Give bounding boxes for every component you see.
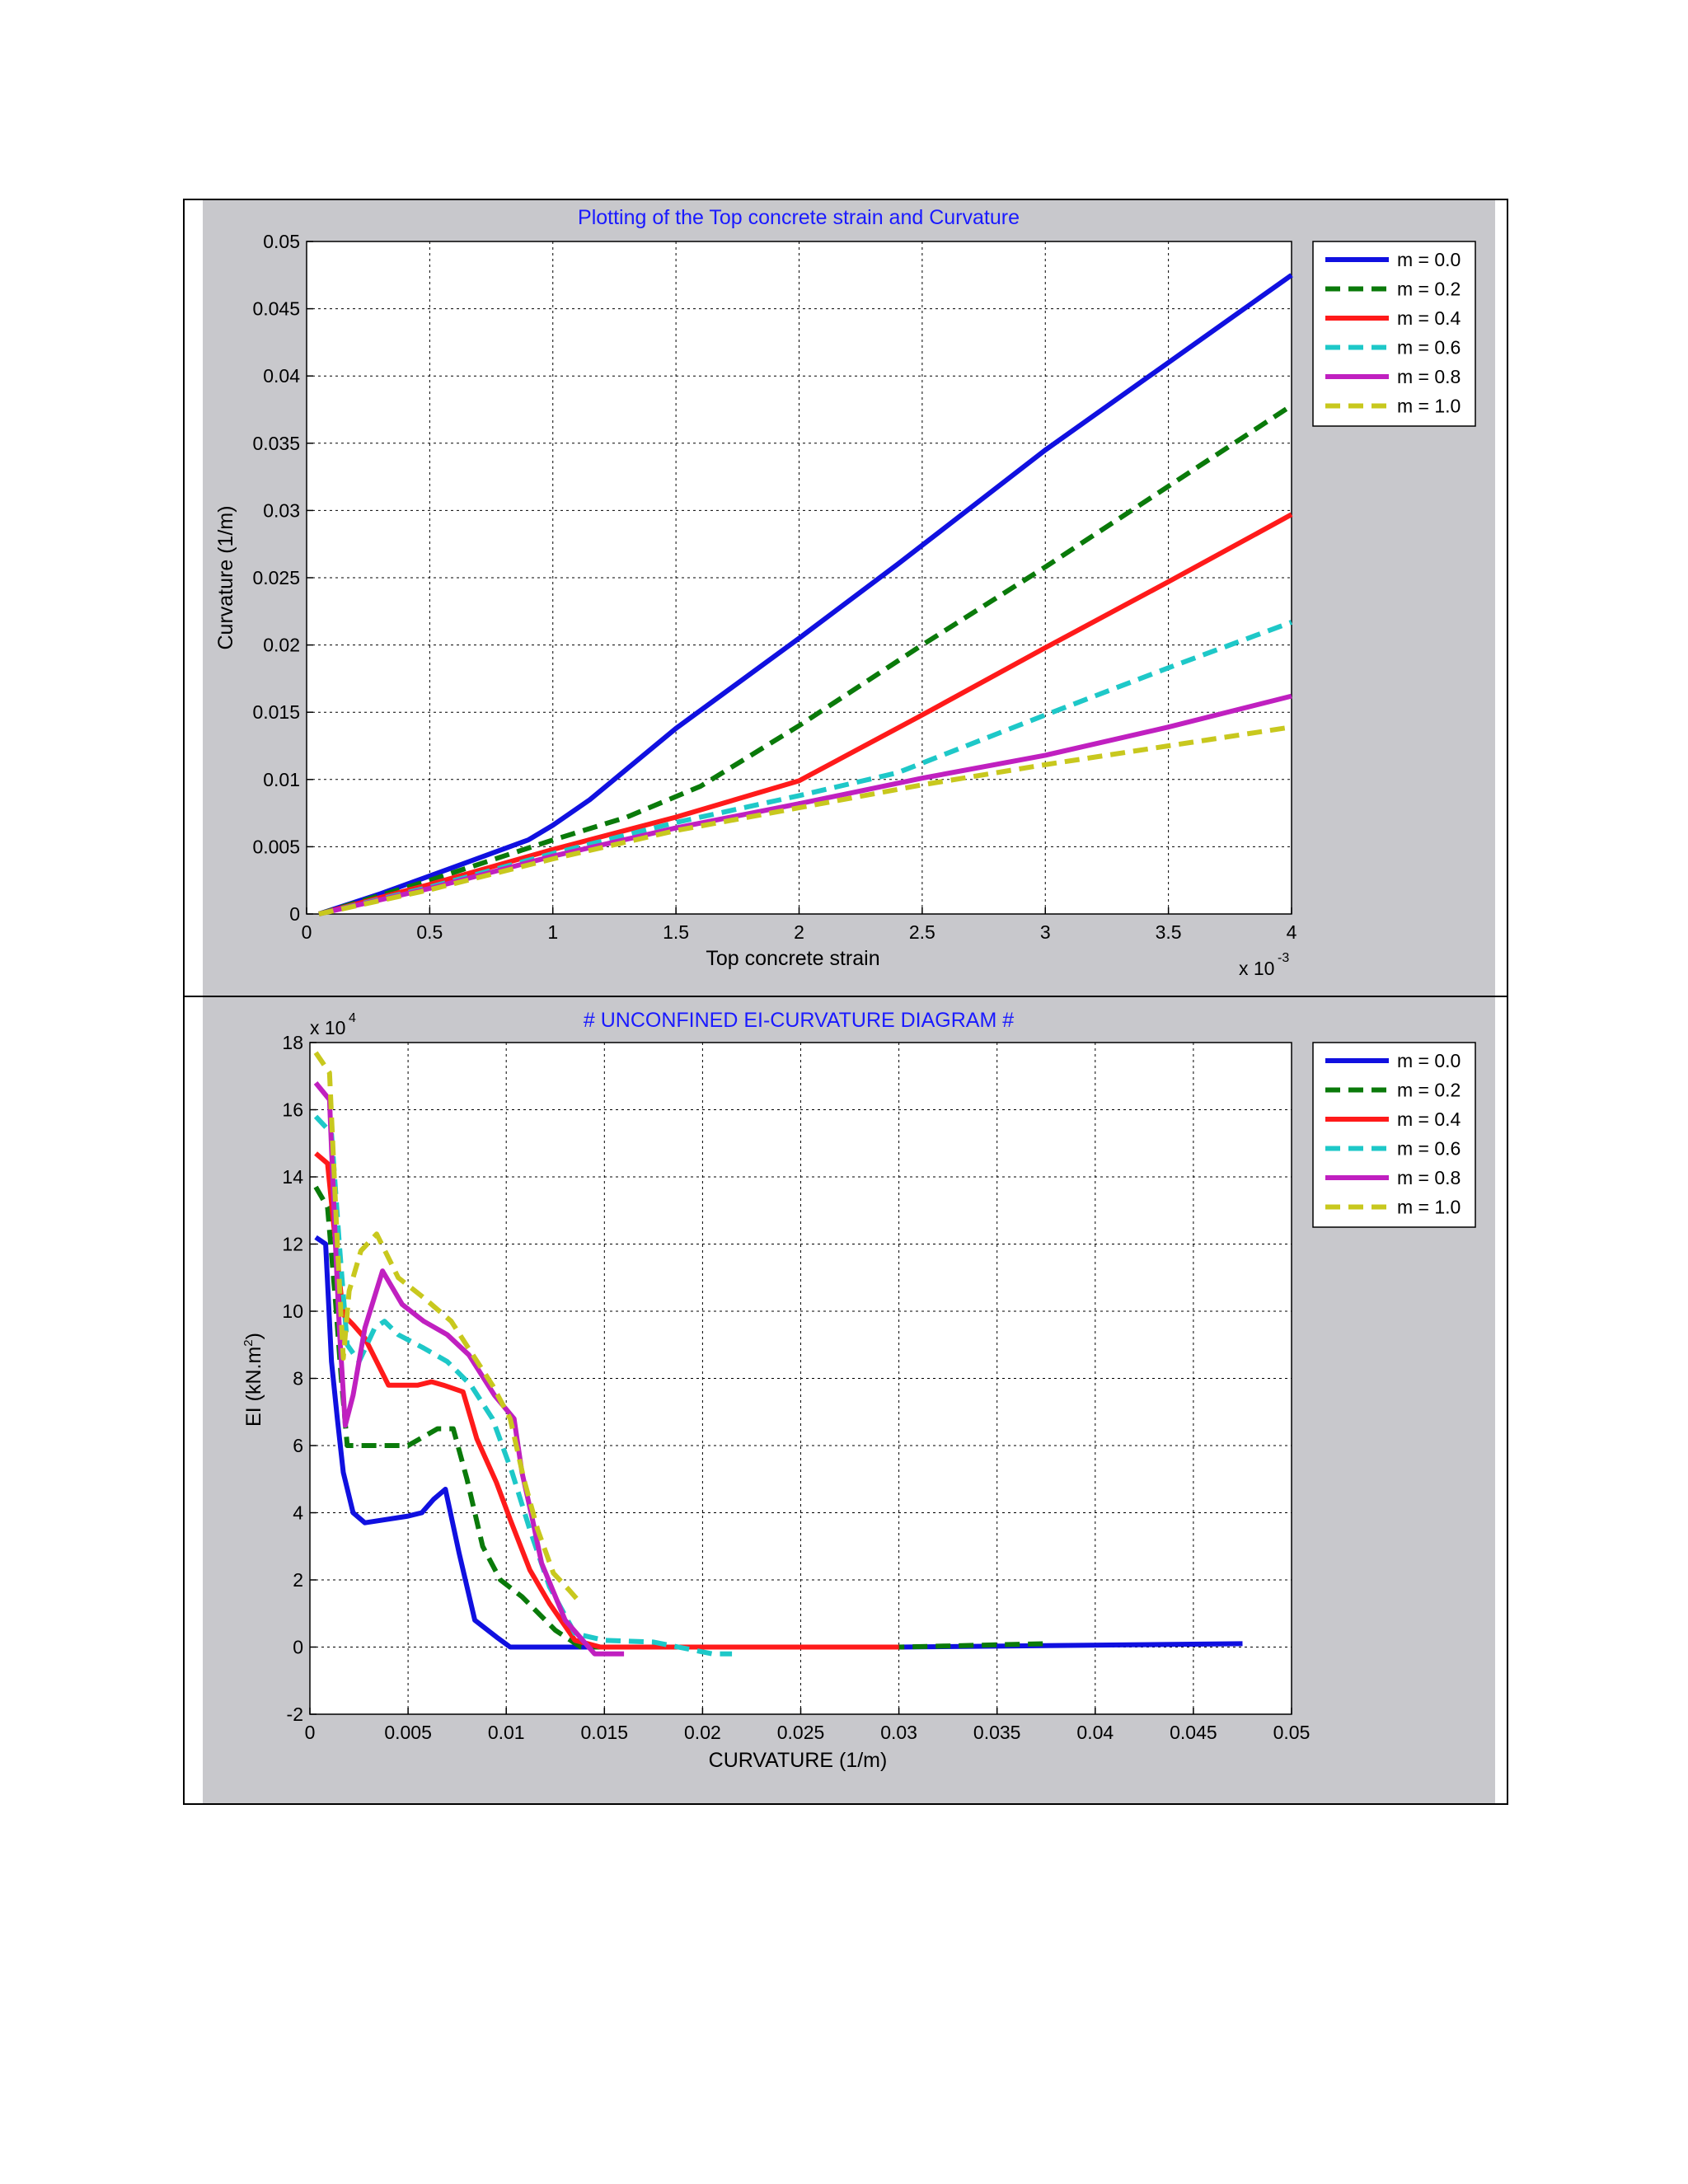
legend-label: m = 0.6 <box>1397 337 1461 359</box>
legend-label: m = 0.8 <box>1397 366 1461 387</box>
y-multiplier-exponent: 4 <box>349 1011 356 1025</box>
x-tick-labels: 0 0.5 1 1.5 2 2.5 3 3.5 4 <box>302 921 1297 943</box>
legend-label: m = 0.4 <box>1397 1108 1461 1130</box>
y-tick-label: 0 <box>293 1637 303 1658</box>
series-line-4 <box>313 1080 625 1657</box>
x-tick-labels: 0 0.005 0.01 0.015 0.02 0.025 0.03 0.035 0.04 0.0… <box>305 1722 1311 1743</box>
series-line-5 <box>318 724 1292 916</box>
legend-box <box>1312 1042 1476 1228</box>
x-multiplier-exponent: -3 <box>1278 951 1289 965</box>
x-tick-label: 2 <box>794 921 804 943</box>
y-tick-label: 0.01 <box>263 769 300 790</box>
legend: m = 0.0 m = 0.2 m = 0.4 m = 0.6 m = 0.8 m = 1… <box>1312 1042 1476 1228</box>
y-tick-label: 0 <box>289 903 300 925</box>
legend-label: m = 0.0 <box>1397 1050 1461 1071</box>
x-tick-label: 0.02 <box>684 1722 721 1743</box>
y-axis-label: Curvature (1/m) <box>214 505 237 649</box>
y-tick-label: 18 <box>282 1032 303 1053</box>
series-line-1 <box>318 403 1293 916</box>
series-line-4 <box>318 693 1292 916</box>
y-tick-label: 0.02 <box>263 635 300 656</box>
y-tick-label: 0.035 <box>252 433 300 454</box>
y-tick-label: 0.015 <box>252 701 300 723</box>
y-tick-label: 0.025 <box>252 567 300 588</box>
x-axis-label: Top concrete strain <box>706 947 879 970</box>
ei-curvature-chart: 0 0.005 0.01 0.015 0.02 0.025 0.03 0.035 0.04 0.0… <box>241 1009 1476 1772</box>
series-lines <box>313 1051 1243 1657</box>
x-tick-label: 0 <box>302 921 312 943</box>
y-tick-label: 0.04 <box>263 365 300 387</box>
series-line-5 <box>313 1051 583 1605</box>
x-tick-label: 0.045 <box>1170 1722 1217 1743</box>
x-tick-label: 1 <box>547 921 558 943</box>
y-tick-label: 14 <box>282 1166 303 1188</box>
legend-label: m = 0.6 <box>1397 1138 1461 1160</box>
legend-label: m = 1.0 <box>1397 396 1461 417</box>
y-tick-label: 10 <box>282 1301 303 1322</box>
y-axis-label-end: ) <box>242 1333 265 1339</box>
y-tick-label: -2 <box>287 1704 303 1725</box>
x-tick-label: 1.5 <box>663 921 689 943</box>
x-multiplier-label: x 10 <box>1239 958 1274 979</box>
y-tick-label: 2 <box>293 1569 303 1591</box>
y-tick-label: 0.045 <box>252 298 300 320</box>
legend-label: m = 0.0 <box>1397 249 1461 270</box>
legend-label: m = 0.2 <box>1397 279 1461 300</box>
legend-label: m = 1.0 <box>1397 1197 1461 1218</box>
x-tick-label: 0.5 <box>416 921 443 943</box>
series-line-3 <box>313 1114 733 1657</box>
series-line-3 <box>318 620 1293 916</box>
legend: m = 0.0 m = 0.2 m = 0.4 m = 0.6 m = 0.8 m = 1… <box>1312 241 1476 427</box>
series-line-0 <box>317 273 1293 916</box>
y-multiplier-label: x 10 <box>310 1017 345 1038</box>
series-line-2 <box>318 512 1293 916</box>
y-axis-label-superscript: 2 <box>241 1339 256 1346</box>
series-lines <box>317 273 1293 916</box>
y-tick-label: 6 <box>293 1435 303 1456</box>
x-tick-label: 2.5 <box>909 921 935 943</box>
y-tick-label: 12 <box>282 1234 303 1255</box>
y-tick-label: 4 <box>293 1502 303 1524</box>
chart-title: Plotting of the Top concrete strain and … <box>578 206 1020 229</box>
y-tick-label: 16 <box>282 1099 303 1121</box>
x-tick-label: 0.05 <box>1273 1722 1311 1743</box>
y-tick-label: 0.03 <box>263 499 300 521</box>
y-axis-label-main: EI (kN.m <box>242 1347 265 1427</box>
x-tick-label: 0.04 <box>1076 1722 1114 1743</box>
x-tick-label: 0 <box>305 1722 316 1743</box>
y-axis-label: EI (kN.m2) <box>241 1333 265 1427</box>
strain-curvature-chart: 0 0.5 1 1.5 2 2.5 3 3.5 4 0 0.005 0.01 0.015 0.02 0.0… <box>214 206 1476 979</box>
legend-label: m = 0.2 <box>1397 1080 1461 1101</box>
x-tick-label: 0.01 <box>488 1722 525 1743</box>
x-tick-label: 0.025 <box>777 1722 825 1743</box>
x-axis-label: CURVATURE (1/m) <box>709 1749 888 1772</box>
y-tick-label: 0.05 <box>263 231 300 252</box>
y-tick-labels: 0 0.005 0.01 0.015 0.02 0.025 0.03 0.035 0.04 0.0… <box>252 231 300 925</box>
legend-label: m = 0.8 <box>1397 1167 1461 1188</box>
x-tick-label: 0.005 <box>384 1722 432 1743</box>
legend-label: m = 0.4 <box>1397 307 1461 329</box>
legend-box <box>1312 241 1476 427</box>
y-tick-label: 8 <box>293 1368 303 1390</box>
x-tick-label: 0.035 <box>973 1722 1021 1743</box>
y-tick-label: 0.005 <box>252 836 300 857</box>
x-tick-label: 3 <box>1040 921 1051 943</box>
x-tick-label: 0.03 <box>880 1722 917 1743</box>
y-tick-labels: -2 0 2 4 6 8 10 12 14 16 18 <box>282 1032 303 1725</box>
x-tick-label: 0.015 <box>581 1722 629 1743</box>
x-tick-label: 3.5 <box>1156 921 1182 943</box>
chart-title: # UNCONFINED EI-CURVATURE DIAGRAM # <box>584 1009 1014 1032</box>
figure-2-frame <box>183 996 1508 1805</box>
x-tick-label: 4 <box>1287 921 1297 943</box>
